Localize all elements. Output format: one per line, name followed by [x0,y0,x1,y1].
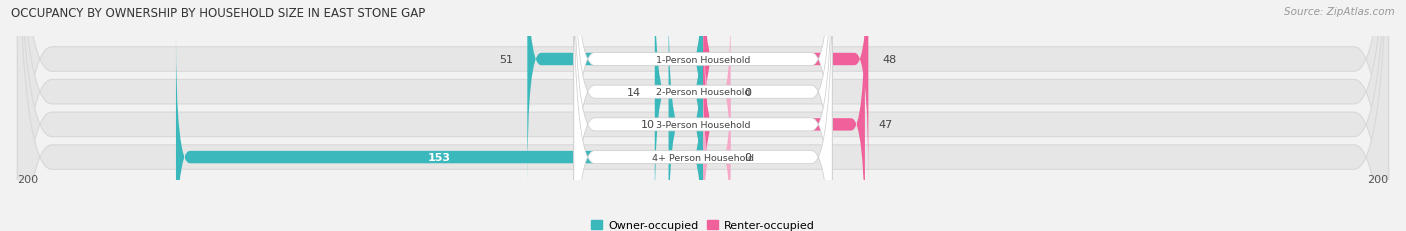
Text: OCCUPANCY BY OWNERSHIP BY HOUSEHOLD SIZE IN EAST STONE GAP: OCCUPANCY BY OWNERSHIP BY HOUSEHOLD SIZE… [11,7,426,20]
FancyBboxPatch shape [703,1,731,184]
Text: 48: 48 [882,55,897,65]
Text: 2-Person Household: 2-Person Household [655,88,751,97]
Text: 1-Person Household: 1-Person Household [655,55,751,64]
Text: 51: 51 [499,55,513,65]
Text: 4+ Person Household: 4+ Person Household [652,153,754,162]
FancyBboxPatch shape [574,0,832,231]
FancyBboxPatch shape [655,0,703,216]
FancyBboxPatch shape [703,0,869,184]
FancyBboxPatch shape [176,33,703,231]
FancyBboxPatch shape [17,0,1389,231]
FancyBboxPatch shape [527,0,703,184]
Text: Source: ZipAtlas.com: Source: ZipAtlas.com [1284,7,1395,17]
Text: 3-Person Household: 3-Person Household [655,120,751,129]
FancyBboxPatch shape [574,0,832,231]
Text: 0: 0 [744,87,751,97]
FancyBboxPatch shape [17,0,1389,231]
FancyBboxPatch shape [703,1,865,231]
Text: 10: 10 [641,120,655,130]
Text: 153: 153 [427,152,451,162]
FancyBboxPatch shape [17,0,1389,231]
FancyBboxPatch shape [574,0,832,231]
Legend: Owner-occupied, Renter-occupied: Owner-occupied, Renter-occupied [586,216,820,231]
Text: 200: 200 [1368,175,1389,185]
FancyBboxPatch shape [703,66,731,231]
Text: 14: 14 [627,87,641,97]
Text: 200: 200 [17,175,38,185]
Text: 47: 47 [879,120,893,130]
FancyBboxPatch shape [669,1,703,231]
Text: 0: 0 [744,152,751,162]
FancyBboxPatch shape [17,0,1389,231]
FancyBboxPatch shape [574,0,832,231]
